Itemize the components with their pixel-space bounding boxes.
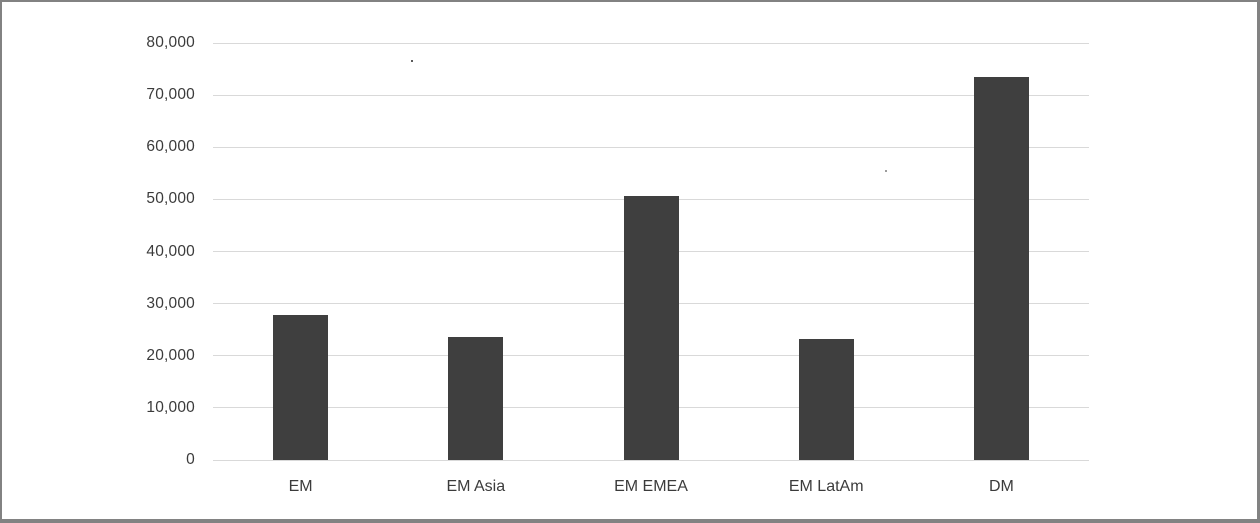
bar-em-latam xyxy=(798,338,854,460)
y-tick-label: 70,000 xyxy=(146,86,195,104)
y-tick-label: 40,000 xyxy=(146,242,195,260)
gridline xyxy=(213,146,1089,148)
image-speck xyxy=(411,60,413,62)
y-tick-label: 80,000 xyxy=(146,34,195,51)
gridline xyxy=(213,42,1089,44)
y-tick-label: 10,000 xyxy=(146,398,195,416)
y-tick-label: 0 xyxy=(186,451,195,468)
bar-em-emea xyxy=(623,196,679,460)
bar-dm xyxy=(973,76,1029,460)
y-tick-label: 30,000 xyxy=(146,294,195,312)
x-category-label: EM Asia xyxy=(446,478,506,495)
x-category-label: EM xyxy=(288,478,313,495)
bar-em xyxy=(273,315,329,460)
y-tick-label: 20,000 xyxy=(146,346,195,364)
image-speck xyxy=(885,170,887,172)
x-category-label: EM LatAm xyxy=(788,478,864,495)
gridline xyxy=(213,94,1089,96)
bar-em-asia xyxy=(448,336,504,460)
gridline xyxy=(213,459,1089,461)
y-tick-label: 50,000 xyxy=(146,190,195,208)
y-tick-label: 60,000 xyxy=(146,138,195,156)
x-category-label: DM xyxy=(988,478,1014,495)
x-category-label: EM EMEA xyxy=(614,478,688,495)
